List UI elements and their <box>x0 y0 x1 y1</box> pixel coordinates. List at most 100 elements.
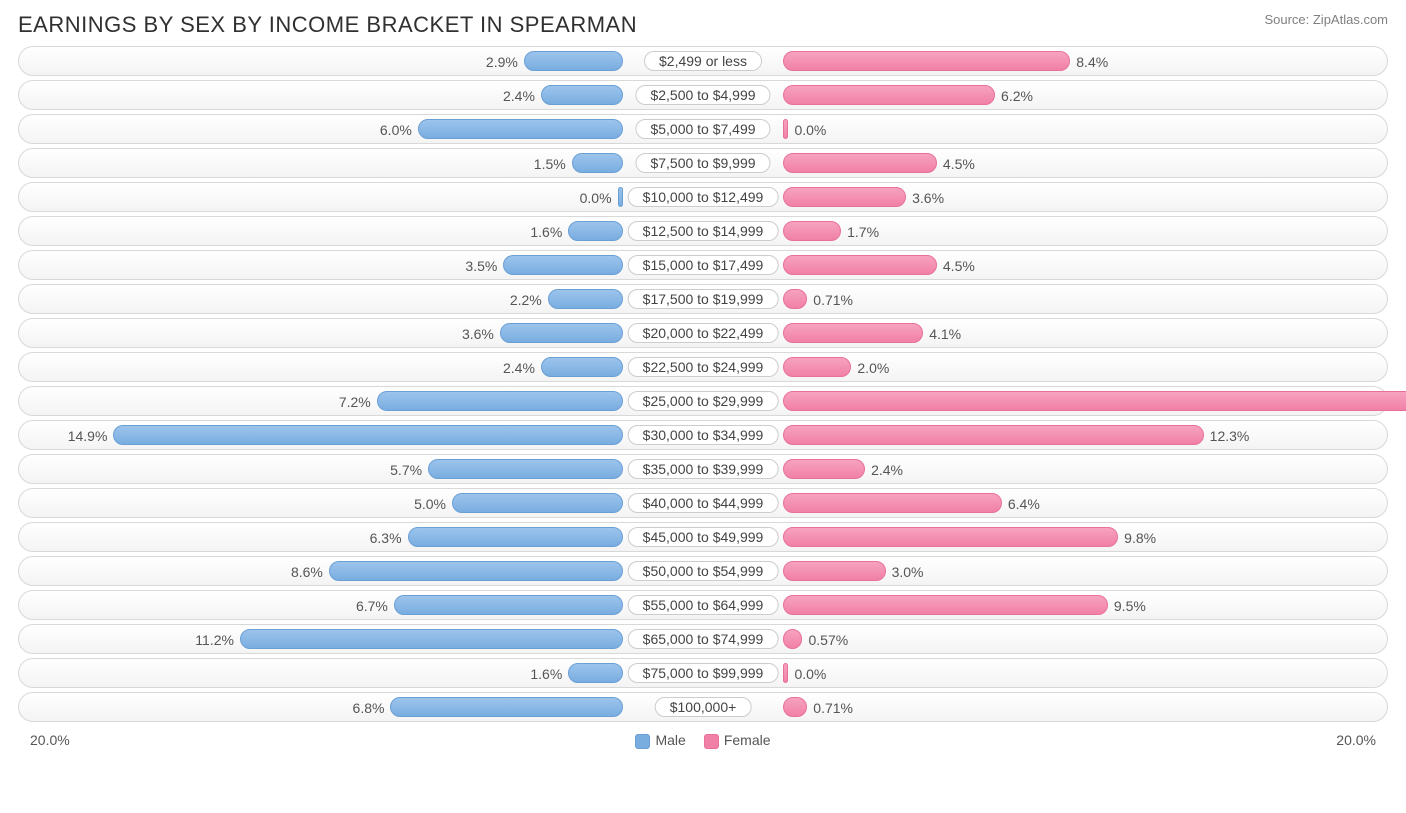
table-row: 3.6%4.1%$20,000 to $22,499 <box>18 318 1388 348</box>
table-row: 1.5% 4.5% $7,500 to $9,999 <box>18 148 1388 178</box>
female-value: 4.5% <box>937 251 975 281</box>
female-bar <box>783 527 1118 547</box>
male-bar <box>572 153 623 173</box>
female-value: 3.0% <box>886 557 924 587</box>
male-bar <box>503 255 623 275</box>
male-value: 14.9% <box>68 421 114 451</box>
category-label: $40,000 to $44,999 <box>628 493 779 513</box>
axis-right-max: 20.0% <box>1336 732 1376 748</box>
female-bar <box>783 221 841 241</box>
legend-female-label: Female <box>724 732 771 748</box>
male-value: 3.5% <box>465 251 503 281</box>
female-bar <box>783 187 906 207</box>
male-bar <box>428 459 623 479</box>
legend-female: Female <box>704 732 771 749</box>
female-value: 8.4% <box>1070 47 1108 77</box>
male-bar <box>418 119 623 139</box>
category-label: $50,000 to $54,999 <box>628 561 779 581</box>
female-bar <box>783 595 1108 615</box>
legend-male-label: Male <box>655 732 685 748</box>
table-row: 0.0%3.6%$10,000 to $12,499 <box>18 182 1388 212</box>
female-bar <box>783 493 1002 513</box>
male-value: 11.2% <box>195 625 240 655</box>
category-label: $100,000+ <box>655 697 752 717</box>
male-value: 2.9% <box>486 47 524 77</box>
female-swatch-icon <box>704 734 719 749</box>
table-row: 5.7%2.4%$35,000 to $39,999 <box>18 454 1388 484</box>
female-bar <box>783 425 1204 445</box>
header: EARNINGS BY SEX BY INCOME BRACKET IN SPE… <box>0 0 1406 46</box>
category-label: $30,000 to $34,999 <box>628 425 779 445</box>
female-bar <box>783 51 1070 71</box>
male-bar <box>524 51 623 71</box>
male-value: 1.5% <box>534 149 572 179</box>
table-row: 1.6% 0.0% $75,000 to $99,999 <box>18 658 1388 688</box>
female-bar <box>783 85 995 105</box>
table-row: 11.2% 0.57% $65,000 to $74,999 <box>18 624 1388 654</box>
source-attribution: Source: ZipAtlas.com <box>1264 12 1388 27</box>
category-label: $17,500 to $19,999 <box>628 289 779 309</box>
category-label: $5,000 to $7,499 <box>635 119 770 139</box>
female-bar <box>783 697 807 717</box>
male-bar <box>568 221 623 241</box>
male-value: 6.8% <box>353 693 391 723</box>
female-value: 6.2% <box>995 81 1033 111</box>
category-label: $75,000 to $99,999 <box>628 663 779 683</box>
female-value: 4.5% <box>937 149 975 179</box>
male-bar <box>541 357 623 377</box>
male-value: 5.7% <box>390 455 428 485</box>
female-value: 0.0% <box>788 659 826 689</box>
legend-male: Male <box>635 732 685 749</box>
table-row: 6.8%0.71%$100,000+ <box>18 692 1388 722</box>
male-bar <box>500 323 623 343</box>
female-bar <box>783 289 807 309</box>
male-value: 5.0% <box>414 489 452 519</box>
male-value: 2.4% <box>503 353 541 383</box>
chart-footer: 20.0% Male Female 20.0% <box>0 726 1406 749</box>
table-row: 6.0%0.0%$5,000 to $7,499 <box>18 114 1388 144</box>
category-label: $65,000 to $74,999 <box>628 629 779 649</box>
female-value: 1.7% <box>841 217 879 247</box>
female-bar <box>783 323 923 343</box>
table-row: 1.6%1.7%$12,500 to $14,999 <box>18 216 1388 246</box>
table-row: 7.2%19.6%$25,000 to $29,999 <box>18 386 1388 416</box>
male-value: 1.6% <box>530 217 568 247</box>
male-value: 2.4% <box>503 81 541 111</box>
axis-left-max: 20.0% <box>30 732 70 748</box>
table-row: 2.4% 6.2% $2,500 to $4,999 <box>18 80 1388 110</box>
table-row: 5.0% 6.4% $40,000 to $44,999 <box>18 488 1388 518</box>
male-bar <box>240 629 623 649</box>
male-value: 6.7% <box>356 591 394 621</box>
female-value: 2.0% <box>851 353 889 383</box>
male-value: 8.6% <box>291 557 329 587</box>
male-bar <box>377 391 623 411</box>
female-value: 0.57% <box>802 625 848 655</box>
category-label: $7,500 to $9,999 <box>635 153 770 173</box>
table-row: 14.9%12.3%$30,000 to $34,999 <box>18 420 1388 450</box>
male-bar <box>541 85 623 105</box>
male-value: 6.3% <box>370 523 408 553</box>
male-value: 7.2% <box>339 387 377 417</box>
male-bar <box>390 697 623 717</box>
table-row: 3.5%4.5%$15,000 to $17,499 <box>18 250 1388 280</box>
male-bar <box>394 595 623 615</box>
male-bar <box>568 663 623 683</box>
table-row: 6.7%9.5%$55,000 to $64,999 <box>18 590 1388 620</box>
category-label: $35,000 to $39,999 <box>628 459 779 479</box>
category-label: $2,499 or less <box>644 51 762 71</box>
male-value: 1.6% <box>530 659 568 689</box>
category-label: $2,500 to $4,999 <box>635 85 770 105</box>
female-value: 9.5% <box>1108 591 1146 621</box>
category-label: $25,000 to $29,999 <box>628 391 779 411</box>
female-value: 0.71% <box>807 285 853 315</box>
male-bar <box>618 187 623 207</box>
female-bar <box>783 357 851 377</box>
diverging-bar-chart: 2.9% 8.4% $2,499 or less 2.4% 6.2% $2,500 to … <box>0 46 1406 722</box>
female-bar <box>783 629 802 649</box>
female-bar <box>783 561 886 581</box>
female-value: 6.4% <box>1002 489 1040 519</box>
table-row: 2.9% 8.4% $2,499 or less <box>18 46 1388 76</box>
female-value: 9.8% <box>1118 523 1156 553</box>
table-row: 6.3%9.8%$45,000 to $49,999 <box>18 522 1388 552</box>
category-label: $20,000 to $22,499 <box>628 323 779 343</box>
